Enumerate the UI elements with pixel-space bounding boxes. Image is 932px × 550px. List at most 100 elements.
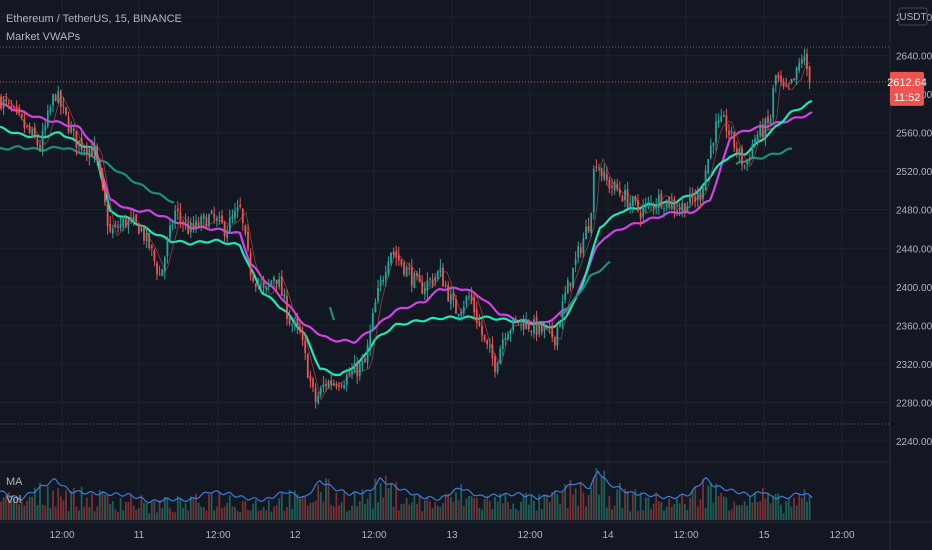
volume-bars <box>0 468 811 520</box>
candle-body <box>746 160 749 165</box>
candle-body <box>221 215 223 224</box>
candle-body <box>304 340 307 353</box>
volume-bar <box>13 498 15 520</box>
volume-bar <box>249 510 252 520</box>
volume-bar <box>657 501 660 520</box>
volume-bar <box>717 495 720 520</box>
candle-body <box>800 59 803 64</box>
candle-body <box>332 382 335 386</box>
candle-body <box>499 348 502 364</box>
volume-bar <box>712 502 715 520</box>
volume-bar <box>286 507 288 520</box>
candle-body <box>5 98 8 102</box>
volume-bar <box>353 492 356 520</box>
candle-body <box>322 384 325 388</box>
candle-body <box>293 321 296 324</box>
candle-body <box>462 306 465 314</box>
candle-body <box>439 267 442 273</box>
volume-bar <box>41 504 44 520</box>
candle-body <box>213 213 216 219</box>
candle-body <box>673 199 676 210</box>
volume-bar <box>283 510 286 520</box>
volume-bar <box>559 503 561 520</box>
volume-bar <box>546 494 548 520</box>
volume-bar <box>767 493 769 520</box>
volume-bar <box>660 502 663 520</box>
candle-body <box>507 334 509 340</box>
volume-bar <box>182 507 184 520</box>
candle-body <box>533 319 535 334</box>
candle-body <box>535 316 538 336</box>
volume-bar <box>512 503 515 520</box>
candle-body <box>7 102 10 104</box>
candle-body <box>626 189 629 208</box>
candle-body <box>803 56 806 62</box>
candle-body <box>728 130 730 135</box>
volume-bar <box>777 493 780 520</box>
volume-bar <box>457 500 460 520</box>
volume-bar <box>309 502 312 520</box>
currency-badge[interactable]: USDT <box>899 12 926 23</box>
candle-body <box>85 148 88 155</box>
volume-bar <box>621 507 624 520</box>
candle-body <box>403 262 405 275</box>
candle-body <box>579 247 582 254</box>
candle-body <box>787 83 790 85</box>
candle-body <box>767 116 769 123</box>
volume-bar <box>117 511 119 520</box>
volume-bar <box>468 496 470 520</box>
candle-body <box>270 280 273 286</box>
candle-body <box>548 326 551 328</box>
price-tick-label: 2640.00 <box>896 52 932 63</box>
candle-body <box>624 189 626 201</box>
volume-ma-label: MA <box>6 476 23 488</box>
last-price-label-box <box>890 71 924 106</box>
candle-body <box>442 267 444 287</box>
candle-body <box>67 117 70 133</box>
candle-body <box>707 159 710 174</box>
candle-body <box>75 130 78 148</box>
volume-bar <box>46 486 49 520</box>
candle-body <box>772 87 775 118</box>
candle-body <box>681 203 684 211</box>
candle-body <box>618 188 621 195</box>
time-axis[interactable]: 12:00 11 12:00 12 12:00 13 12:00 14 12:00 15 12:00 <box>49 530 854 541</box>
price-tick-label: 2480.00 <box>896 206 932 217</box>
volume-bar <box>455 491 457 520</box>
candle-body <box>314 387 317 402</box>
candle-body <box>166 240 169 257</box>
volume-bar <box>270 511 273 520</box>
candle-body <box>49 107 52 112</box>
volume-bar <box>418 495 421 520</box>
volume-bar <box>499 493 502 520</box>
candle-body <box>312 378 314 388</box>
volume-bar <box>530 494 533 520</box>
candle-body <box>616 183 619 190</box>
candle-body <box>699 192 702 201</box>
candle-body <box>475 309 478 323</box>
price-tick-label: 2280.00 <box>896 398 932 409</box>
candle-body <box>28 126 31 133</box>
volume-bar <box>202 507 205 520</box>
currency-badge-box[interactable] <box>898 7 928 26</box>
candle-body <box>182 222 184 225</box>
candle-body <box>239 204 242 207</box>
volume-bar <box>806 501 808 520</box>
candle-body <box>538 322 541 334</box>
volume-bar <box>444 493 447 520</box>
volume-bar <box>780 504 782 520</box>
volume-ma-line <box>0 470 813 504</box>
volume-bar <box>150 501 153 520</box>
candle-body <box>761 124 764 137</box>
candle-body <box>561 301 564 322</box>
volume-bar <box>195 493 197 520</box>
candle-body <box>46 110 49 127</box>
volume-bar <box>543 494 546 520</box>
candle-body <box>156 263 158 275</box>
candle-body <box>780 75 782 82</box>
volume-bar <box>514 508 517 520</box>
candle-body <box>356 364 359 377</box>
indicator-title: Market VWAPs <box>6 31 81 43</box>
